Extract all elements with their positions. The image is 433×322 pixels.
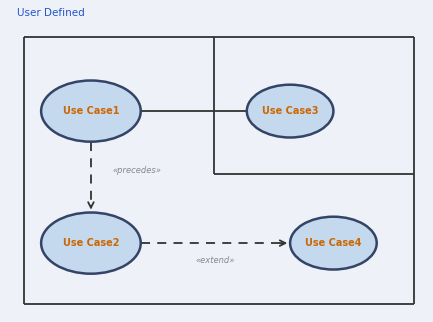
Text: «precedes»: «precedes» xyxy=(113,166,162,175)
Ellipse shape xyxy=(41,80,141,142)
Text: Use Case2: Use Case2 xyxy=(63,238,119,248)
Text: Use Case1: Use Case1 xyxy=(63,106,119,116)
Text: Use Case3: Use Case3 xyxy=(262,106,318,116)
Ellipse shape xyxy=(247,85,333,137)
Text: «extend»: «extend» xyxy=(196,256,235,265)
Ellipse shape xyxy=(41,213,141,274)
Ellipse shape xyxy=(290,217,377,270)
Text: Use Case4: Use Case4 xyxy=(305,238,362,248)
Text: User Defined: User Defined xyxy=(17,8,85,18)
